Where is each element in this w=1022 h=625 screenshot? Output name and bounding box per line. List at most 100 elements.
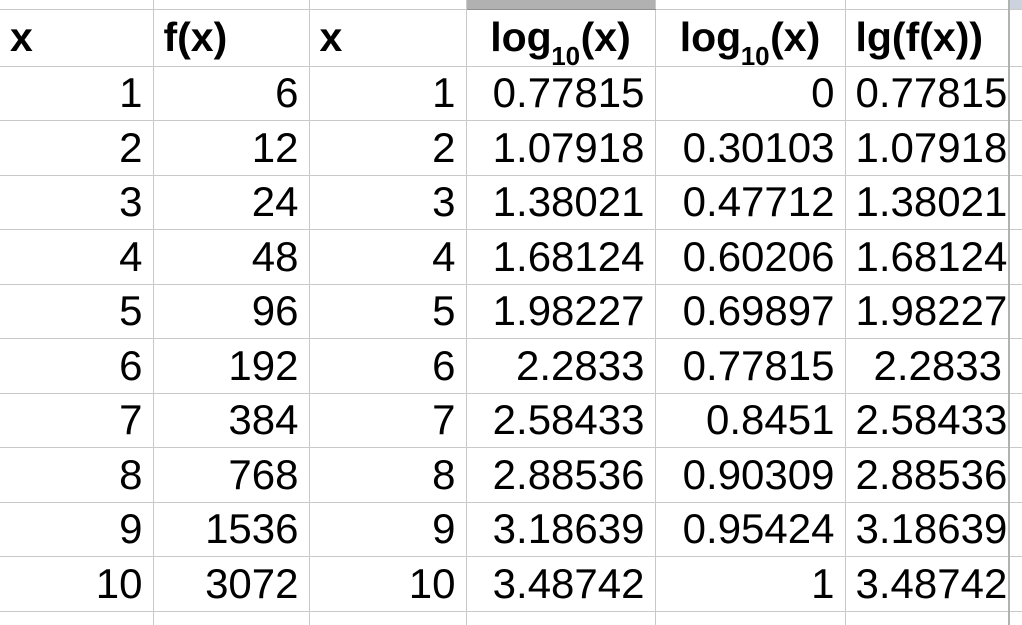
cell-fx[interactable]: 1536: [153, 502, 310, 557]
partial-cell[interactable]: [466, 611, 656, 625]
cell-log10-fx[interactable]: 1.98227: [466, 284, 656, 339]
cell-log10-fx[interactable]: 1.38021: [466, 175, 656, 230]
cell-log10-x[interactable]: 0.90309: [655, 447, 846, 503]
cell-log10-x[interactable]: 0: [655, 66, 846, 121]
column-header-log10-fx[interactable]: log10(x): [466, 9, 656, 67]
cell-sliver[interactable]: [1009, 175, 1022, 230]
partial-cell[interactable]: [655, 611, 846, 625]
column-header-lg-fx[interactable]: lg(f(x)): [845, 9, 1010, 67]
cell-sliver[interactable]: [1009, 447, 1022, 503]
cell-log10-x[interactable]: 0.77815: [655, 338, 846, 394]
cell-log10-fx[interactable]: 3.18639: [466, 502, 656, 557]
table-row: 5 96 5 1.98227 0.69897 1.98227: [0, 284, 1022, 339]
cell-x[interactable]: 2: [0, 120, 154, 176]
partial-cell[interactable]: [153, 611, 310, 625]
cell-log10-x[interactable]: 0.60206: [655, 229, 846, 285]
cell-x2[interactable]: 10: [309, 556, 467, 612]
table-row: 2 12 2 1.07918 0.30103 1.07918: [0, 120, 1022, 176]
cell-x2[interactable]: 6: [309, 338, 467, 394]
cell-sliver[interactable]: [1009, 120, 1022, 176]
cell-log10-fx[interactable]: 0.77815: [466, 66, 656, 121]
cell-x2[interactable]: 2: [309, 120, 467, 176]
partial-cell[interactable]: [309, 611, 467, 625]
cell-log10-fx[interactable]: 3.48742: [466, 556, 656, 612]
cell-x[interactable]: 6: [0, 338, 154, 394]
cell-log10-x[interactable]: 0.8451: [655, 393, 846, 448]
header-log-rest: (x): [580, 14, 631, 60]
cell-x[interactable]: 5: [0, 284, 154, 339]
cell-x2[interactable]: 8: [309, 447, 467, 503]
partial-cell[interactable]: [0, 611, 154, 625]
cell-fx[interactable]: 3072: [153, 556, 310, 612]
header-log-base: log: [679, 14, 742, 60]
selected-cell-highlight[interactable]: [466, 0, 656, 10]
cell-lg-fx[interactable]: 1.98227: [845, 284, 1010, 339]
cell-lg-fx[interactable]: 0.77815: [845, 66, 1010, 121]
cell-x2[interactable]: 4: [309, 229, 467, 285]
partial-cell[interactable]: [309, 0, 467, 10]
cell-x2[interactable]: 7: [309, 393, 467, 448]
partial-corner-cell[interactable]: [1009, 0, 1022, 10]
cell-log10-fx[interactable]: 2.58433: [466, 393, 656, 448]
header-row: x f(x) x log10(x) log10(x) lg(f(x)): [0, 9, 1022, 67]
cell-x[interactable]: 8: [0, 447, 154, 503]
cell-log10-fx[interactable]: 2.2833: [466, 338, 656, 394]
cell-x2[interactable]: 1: [309, 66, 467, 121]
cell-lg-fx[interactable]: 2.88536: [845, 447, 1010, 503]
cell-fx[interactable]: 6: [153, 66, 310, 121]
cell-log10-x[interactable]: 0.30103: [655, 120, 846, 176]
partial-cell[interactable]: [845, 611, 1010, 625]
cell-log10-fx[interactable]: 1.07918: [466, 120, 656, 176]
cell-lg-fx[interactable]: 2.58433: [845, 393, 1010, 448]
header-sliver-cell: [1009, 9, 1022, 67]
partial-cell[interactable]: [655, 0, 846, 10]
table-row: 1 6 1 0.77815 0 0.77815: [0, 66, 1022, 121]
cell-x[interactable]: 9: [0, 502, 154, 557]
cell-x2[interactable]: 5: [309, 284, 467, 339]
cell-x2[interactable]: 3: [309, 175, 467, 230]
cell-sliver[interactable]: [1009, 502, 1022, 557]
cell-x[interactable]: 4: [0, 229, 154, 285]
cell-fx[interactable]: 12: [153, 120, 310, 176]
column-header-fx[interactable]: f(x): [153, 9, 310, 67]
column-header-log10-x[interactable]: log10(x): [655, 9, 846, 67]
partial-row-top: [0, 0, 1022, 10]
cell-x[interactable]: 10: [0, 556, 154, 612]
cell-x[interactable]: 1: [0, 66, 154, 121]
cell-log10-fx[interactable]: 1.68124: [466, 229, 656, 285]
table-row: 8 768 8 2.88536 0.90309 2.88536: [0, 447, 1022, 503]
cell-lg-fx[interactable]: 1.38021: [845, 175, 1010, 230]
partial-cell[interactable]: [845, 0, 1010, 10]
cell-sliver[interactable]: [1009, 66, 1022, 121]
header-log-base: log: [490, 14, 552, 60]
column-header-x2[interactable]: x: [309, 9, 467, 67]
column-header-x[interactable]: x: [0, 9, 154, 67]
cell-fx[interactable]: 48: [153, 229, 310, 285]
cell-x[interactable]: 3: [0, 175, 154, 230]
cell-sliver[interactable]: [1009, 556, 1022, 612]
cell-log10-fx[interactable]: 2.88536: [466, 447, 656, 503]
cell-fx[interactable]: 24: [153, 175, 310, 230]
cell-fx[interactable]: 384: [153, 393, 310, 448]
cell-fx[interactable]: 96: [153, 284, 310, 339]
cell-fx[interactable]: 192: [153, 338, 310, 394]
cell-sliver[interactable]: [1009, 338, 1022, 394]
cell-log10-x[interactable]: 0.95424: [655, 502, 846, 557]
cell-lg-fx[interactable]: 2.2833: [845, 338, 1010, 394]
cell-lg-fx[interactable]: 3.18639: [845, 502, 1010, 557]
cell-lg-fx[interactable]: 3.48742: [845, 556, 1010, 612]
partial-cell[interactable]: [153, 0, 310, 10]
partial-cell[interactable]: [0, 0, 154, 10]
cell-log10-x[interactable]: 1: [655, 556, 846, 612]
cell-log10-x[interactable]: 0.47712: [655, 175, 846, 230]
cell-sliver[interactable]: [1009, 229, 1022, 285]
cell-x2[interactable]: 9: [309, 502, 467, 557]
cell-lg-fx[interactable]: 1.68124: [845, 229, 1010, 285]
cell-sliver[interactable]: [1009, 393, 1022, 448]
cell-log10-x[interactable]: 0.69897: [655, 284, 846, 339]
cell-x[interactable]: 7: [0, 393, 154, 448]
cell-fx[interactable]: 768: [153, 447, 310, 503]
cell-lg-fx[interactable]: 1.07918: [845, 120, 1010, 176]
cell-sliver[interactable]: [1009, 284, 1022, 339]
